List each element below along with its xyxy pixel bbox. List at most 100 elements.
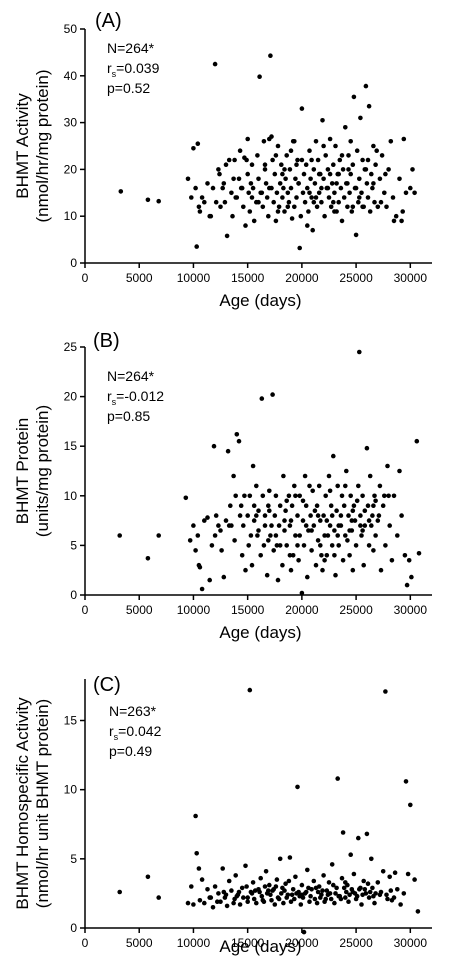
y-tick-label: 25	[64, 340, 78, 354]
data-point	[354, 148, 360, 153]
data-point	[260, 204, 266, 210]
data-point	[391, 493, 397, 499]
data-point	[290, 553, 296, 558]
data-point	[369, 523, 374, 528]
data-point	[348, 493, 354, 499]
data-point	[343, 880, 348, 885]
data-point	[372, 493, 377, 499]
data-point	[309, 157, 314, 163]
data-point	[356, 483, 361, 489]
data-point	[145, 556, 151, 561]
data-point	[246, 190, 251, 196]
data-point	[239, 885, 245, 891]
data-point	[231, 900, 236, 906]
data-point	[270, 392, 275, 397]
data-point	[231, 473, 236, 479]
data-point	[326, 195, 332, 200]
data-point	[270, 157, 275, 163]
data-point	[338, 513, 344, 518]
data-point	[334, 885, 339, 891]
data-point	[251, 218, 257, 224]
data-point	[359, 190, 364, 196]
data-point	[213, 513, 219, 518]
data-point	[238, 503, 244, 509]
data-point	[288, 567, 294, 573]
data-point	[315, 157, 321, 163]
data-point	[273, 493, 279, 499]
data-point	[334, 181, 339, 186]
data-point	[358, 115, 363, 121]
data-point	[329, 862, 335, 867]
data-point	[361, 562, 367, 568]
data-point	[280, 195, 285, 200]
data-point	[251, 896, 257, 902]
data-point	[316, 171, 322, 177]
data-point	[260, 493, 266, 499]
data-point	[226, 157, 232, 163]
data-point	[294, 891, 299, 896]
data-point	[225, 448, 231, 454]
data-point	[253, 513, 259, 518]
data-point	[347, 892, 352, 898]
data-point	[301, 929, 307, 935]
data-point	[351, 871, 357, 877]
data-point	[239, 553, 245, 558]
data-point	[343, 125, 348, 130]
data-point	[339, 875, 345, 881]
x-tick-label: 5000	[126, 603, 153, 617]
data-point	[272, 513, 278, 518]
data-point	[299, 157, 305, 163]
data-point	[156, 198, 161, 204]
data-point	[305, 574, 310, 580]
data-point	[379, 153, 385, 158]
data-point	[339, 493, 345, 499]
data-point	[272, 171, 278, 177]
data-point	[259, 893, 265, 899]
data-point	[319, 185, 324, 191]
stat-r-prefix: r	[107, 388, 112, 404]
data-point	[289, 892, 295, 898]
data-point	[280, 171, 285, 177]
data-point	[336, 893, 342, 899]
data-point	[213, 199, 219, 205]
data-point	[229, 888, 234, 893]
data-point	[202, 900, 207, 906]
panel-label: (A)	[95, 10, 122, 32]
data-point	[299, 590, 305, 596]
y-axis-subtitle: (nmol/hr unit BHMT protein)	[33, 699, 52, 908]
y-tick-label: 0	[70, 588, 77, 602]
data-point	[378, 199, 384, 205]
chart-panel-c: 0 5 10 15 0 5000 10000 15000 20000 25000 30000 Age …	[13, 674, 432, 956]
data-point	[331, 882, 336, 888]
y-axis-subtitle: (nmol/hr/mg protein)	[33, 69, 52, 222]
data-point	[297, 493, 303, 499]
data-point	[269, 898, 274, 903]
data-point	[282, 888, 287, 893]
data-point	[388, 139, 394, 144]
data-point	[350, 162, 356, 167]
y-tick-label: 5	[70, 852, 77, 866]
data-point	[236, 438, 242, 444]
data-point	[400, 209, 406, 214]
data-point	[284, 895, 290, 900]
data-point	[344, 468, 349, 474]
data-point	[287, 523, 293, 528]
data-point	[251, 503, 257, 509]
data-point	[295, 157, 300, 163]
data-point	[210, 905, 216, 910]
data-point	[297, 533, 303, 538]
data-point	[332, 900, 337, 906]
data-point	[331, 162, 336, 167]
data-point	[371, 548, 376, 553]
data-point	[253, 900, 259, 906]
data-point	[229, 190, 234, 196]
data-point	[408, 185, 413, 191]
data-point	[356, 835, 361, 841]
data-point	[341, 195, 347, 200]
data-point	[196, 204, 202, 210]
data-point	[223, 518, 229, 523]
data-point	[216, 891, 221, 896]
data-point	[290, 887, 296, 892]
data-point	[329, 181, 335, 186]
data-point	[189, 884, 194, 889]
